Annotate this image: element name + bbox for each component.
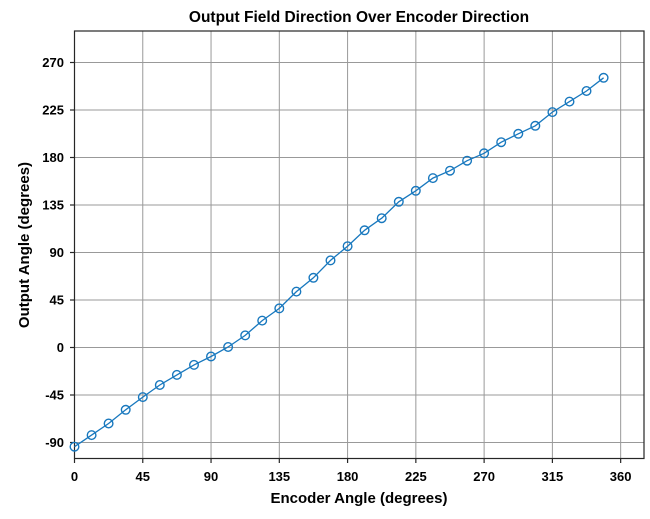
data-point [223, 342, 234, 353]
data-point [496, 137, 507, 148]
data-point [410, 185, 421, 196]
y-tick-label: 45 [50, 293, 64, 308]
chart-title: Output Field Direction Over Encoder Dire… [189, 9, 529, 26]
data-point [257, 315, 268, 326]
data-point [445, 165, 456, 176]
data-point [274, 303, 285, 314]
data-point [205, 351, 216, 362]
data-point [376, 213, 387, 224]
y-tick-label: -90 [45, 435, 64, 450]
y-axis-title: Output Angle (degrees) [16, 162, 33, 328]
data-point [137, 392, 148, 403]
data-point [393, 196, 404, 207]
data-point [120, 404, 131, 415]
gridlines [74, 31, 644, 459]
data-point [188, 359, 199, 370]
data-point [171, 369, 182, 380]
data-point [564, 96, 575, 107]
data-point [462, 155, 473, 166]
x-tick-label: 315 [542, 469, 564, 484]
x-tick-label: 225 [405, 469, 427, 484]
data-point [342, 241, 353, 252]
data-point [359, 225, 370, 236]
x-tick-label: 360 [610, 469, 632, 484]
data-point [513, 128, 524, 139]
y-tick-label: 180 [42, 150, 64, 165]
data-point [86, 430, 97, 441]
data-point [325, 255, 336, 266]
y-tick-label: -45 [45, 388, 64, 403]
x-tick-label: 45 [136, 469, 150, 484]
y-tick-label: 90 [50, 245, 64, 260]
data-point [479, 148, 490, 159]
tick-labels: 0 45 90 135 180 225 270 315 360 270 225 180 135 90 45 0… [42, 55, 631, 484]
x-tick-label: 90 [204, 469, 218, 484]
x-tick-label: 135 [268, 469, 290, 484]
data-point [547, 107, 558, 118]
y-tick-label: 225 [42, 103, 64, 118]
y-tick-label: 135 [42, 198, 64, 213]
data-point [308, 272, 319, 283]
data-point [598, 72, 609, 83]
data-point [427, 173, 438, 184]
y-tick-label: 270 [42, 55, 64, 70]
data-point [154, 380, 165, 391]
axis-ticks [70, 61, 622, 463]
x-tick-label: 270 [473, 469, 495, 484]
x-tick-label: 0 [71, 469, 78, 484]
data-point [291, 286, 302, 297]
x-tick-label: 180 [337, 469, 359, 484]
data-point [581, 85, 592, 96]
data-point [69, 441, 80, 452]
data-line [74, 77, 604, 448]
data-point [240, 330, 251, 341]
y-tick-label: 0 [57, 340, 64, 355]
data-point [530, 120, 541, 131]
data-point [103, 418, 114, 429]
plot-area-border [73, 30, 645, 460]
x-axis-title: Encoder Angle (degrees) [271, 490, 448, 507]
data-series [69, 72, 609, 452]
